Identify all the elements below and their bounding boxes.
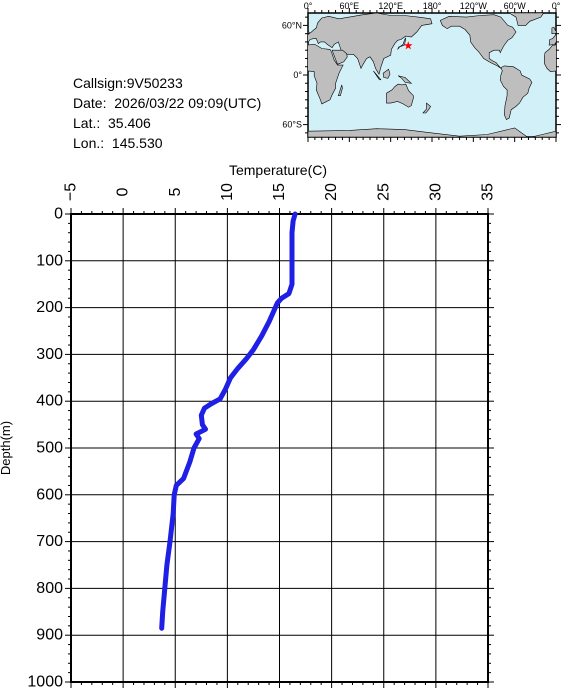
map-lat-label-0: 60°N bbox=[282, 20, 302, 30]
x-tick-label-1: 0 bbox=[115, 187, 132, 196]
map-lon-label-3: 180° bbox=[423, 1, 442, 11]
y-tick-label-4: 400 bbox=[36, 393, 63, 410]
map-latitude-labels: 60°N 0° 60°S bbox=[282, 20, 303, 129]
land-south-america bbox=[499, 65, 533, 121]
y-tick-label-9: 900 bbox=[36, 627, 63, 644]
location-star-icon bbox=[404, 41, 413, 50]
cast-info: Callsign:9V50233 Date: 2026/03/22 09:09(… bbox=[73, 73, 261, 153]
y-tick-label-6: 600 bbox=[36, 486, 63, 503]
x-tick-label-6: 25 bbox=[375, 183, 392, 201]
land-north-america bbox=[439, 14, 517, 69]
plot-frame bbox=[70, 213, 489, 683]
land-new-guinea bbox=[398, 75, 413, 84]
x-tick-label-5: 20 bbox=[323, 183, 340, 201]
map-lon-label-1: 60°E bbox=[340, 1, 360, 11]
land-africa bbox=[308, 44, 344, 105]
land-new-zealand bbox=[422, 102, 431, 114]
y-tick-label-10: 1000 bbox=[27, 674, 63, 690]
chart-grid bbox=[70, 213, 489, 683]
land-japan bbox=[397, 37, 407, 50]
x-tick-label-0: −5 bbox=[63, 183, 80, 201]
y-tick-label-0: 0 bbox=[54, 206, 63, 223]
map-lon-label-4: 120°W bbox=[460, 1, 488, 11]
land-uk-wrap bbox=[551, 26, 556, 35]
land-indonesia-borneo bbox=[382, 68, 391, 79]
temperature-profile-line bbox=[159, 211, 298, 631]
land-uk bbox=[308, 30, 310, 34]
y-tick-label-8: 800 bbox=[36, 580, 63, 597]
land-africa-wrap bbox=[544, 44, 556, 73]
y-tick-label-3: 300 bbox=[36, 346, 63, 363]
map-frame-ticks bbox=[303, 8, 561, 142]
land-arabia bbox=[331, 49, 348, 65]
x-tick-labels: −5 0 5 10 15 20 25 30 35 bbox=[63, 183, 497, 201]
land-sumatra bbox=[373, 70, 382, 81]
y-axis-title: Depth(m) bbox=[0, 421, 13, 475]
x-tick-label-4: 15 bbox=[271, 183, 288, 201]
map-lat-label-1: 0° bbox=[293, 70, 302, 80]
x-axis-title: Temperature(C) bbox=[229, 162, 327, 178]
land-australia bbox=[386, 83, 414, 108]
longitude-text: Lon.: 145.530 bbox=[73, 135, 163, 151]
map-lon-label-5: 60°W bbox=[504, 1, 527, 11]
y-tick-label-7: 700 bbox=[36, 533, 63, 550]
x-tick-label-2: 5 bbox=[167, 187, 184, 196]
map-lat-label-2: 60°S bbox=[282, 120, 302, 130]
land-madagascar bbox=[337, 84, 343, 96]
map-location-marker bbox=[404, 41, 413, 50]
land-antarctica bbox=[308, 127, 556, 137]
y-tick-labels: 0 100 200 300 400 500 600 700 800 900 1000 bbox=[27, 206, 63, 690]
map-land bbox=[308, 13, 556, 137]
land-greenland bbox=[508, 13, 544, 26]
x-tick-label-7: 30 bbox=[427, 183, 444, 201]
callsign-text: Callsign:9V50233 bbox=[73, 75, 183, 91]
latitude-text: Lat.: 35.406 bbox=[73, 115, 151, 131]
map-lon-label-0: 0° bbox=[304, 1, 313, 11]
x-tick-label-3: 10 bbox=[219, 183, 236, 201]
y-tick-label-1: 100 bbox=[36, 252, 63, 269]
map-longitude-labels: 0° 60°E 120°E 180° 120°W 60°W 0° bbox=[304, 1, 561, 11]
x-tick-label-8: 35 bbox=[480, 183, 497, 201]
map-lon-label-6: 0° bbox=[552, 1, 561, 11]
location-map: 0° 60°E 120°E 180° 120°W 60°W 0° 60°N0°60°S bbox=[282, 1, 561, 142]
date-text: Date: 2026/03/22 09:09(UTC) bbox=[73, 95, 262, 111]
land-eurasia bbox=[308, 13, 433, 75]
map-lon-label-2: 120°E bbox=[378, 1, 403, 11]
y-tick-label-5: 500 bbox=[36, 440, 63, 457]
land-eurasia-wrap bbox=[548, 34, 556, 46]
y-tick-label-2: 200 bbox=[36, 299, 63, 316]
